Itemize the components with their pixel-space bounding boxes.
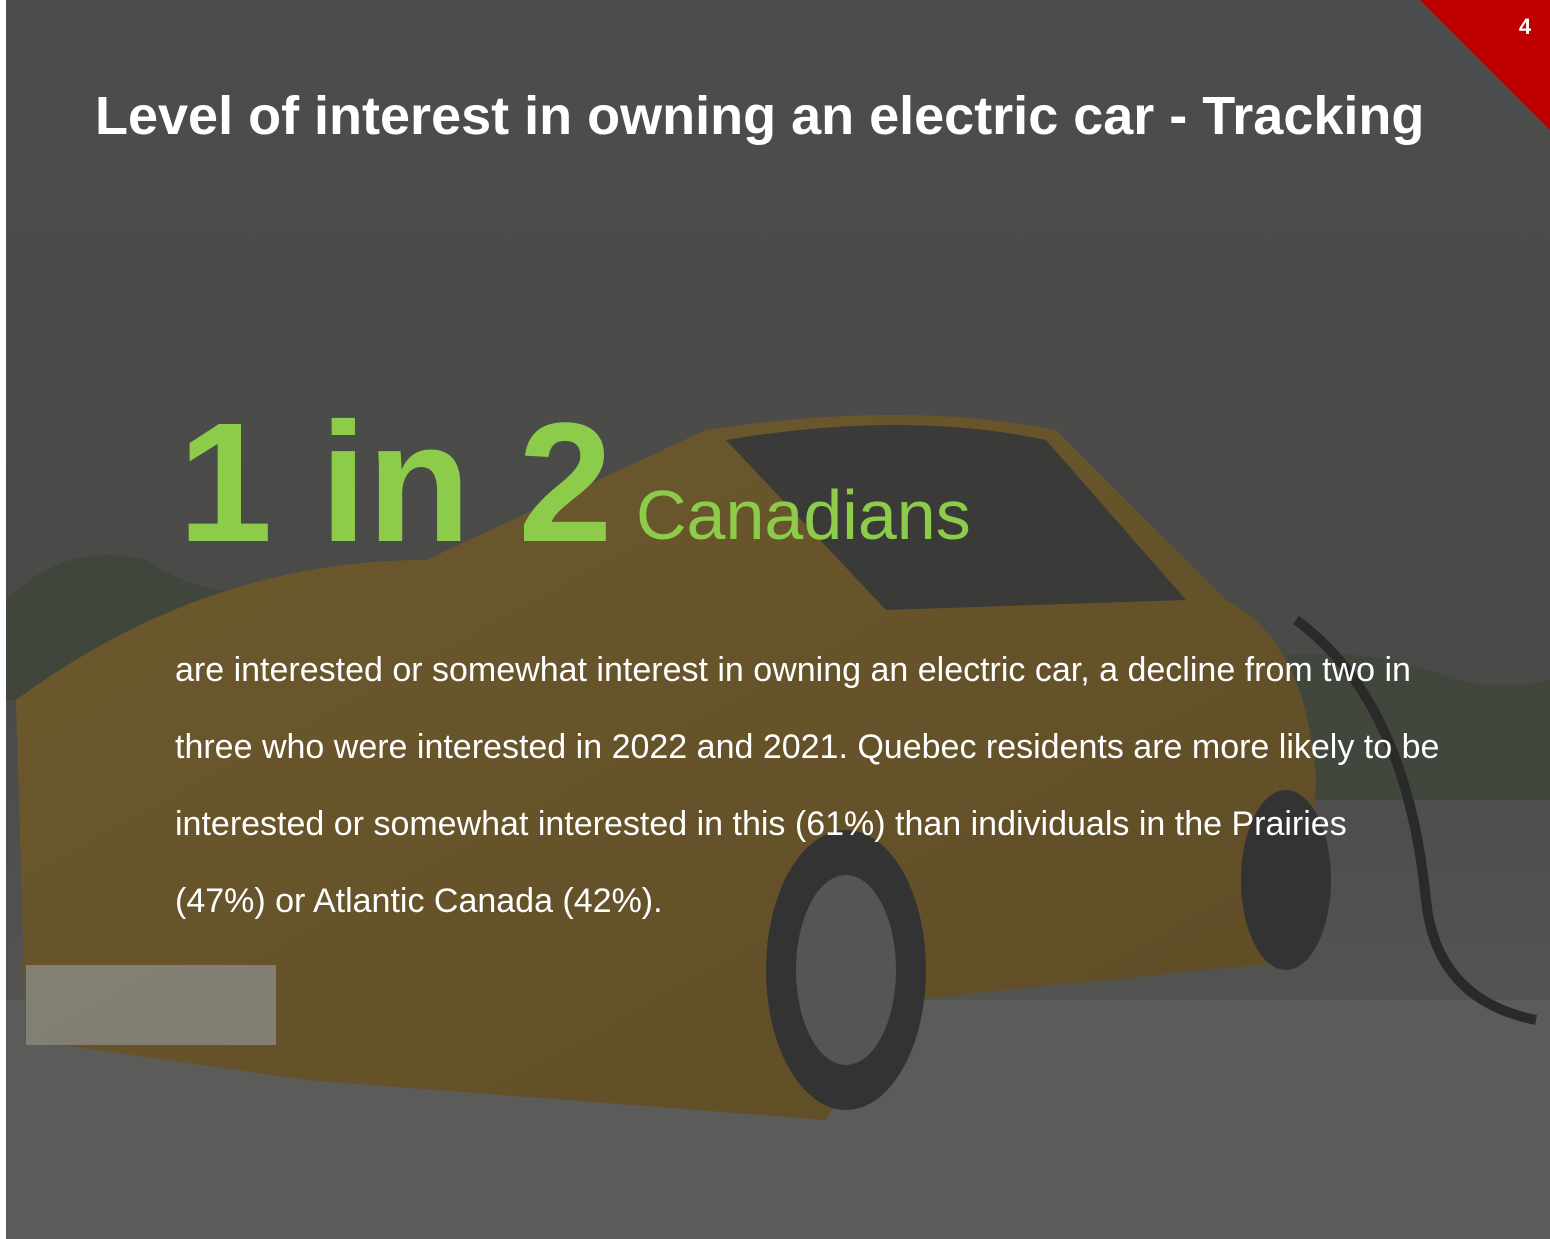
slide: 4 Level of interest in owning an electri… bbox=[0, 0, 1550, 1239]
headline-unit: Canadians bbox=[636, 470, 971, 560]
page-number: 4 bbox=[1500, 14, 1550, 40]
headline-stat: 1 in 2 bbox=[178, 388, 613, 578]
corner-decoration bbox=[0, 0, 1550, 1239]
body-text: are interested or somewhat interest in o… bbox=[175, 632, 1445, 940]
slide-title: Level of interest in owning an electric … bbox=[95, 72, 1425, 160]
